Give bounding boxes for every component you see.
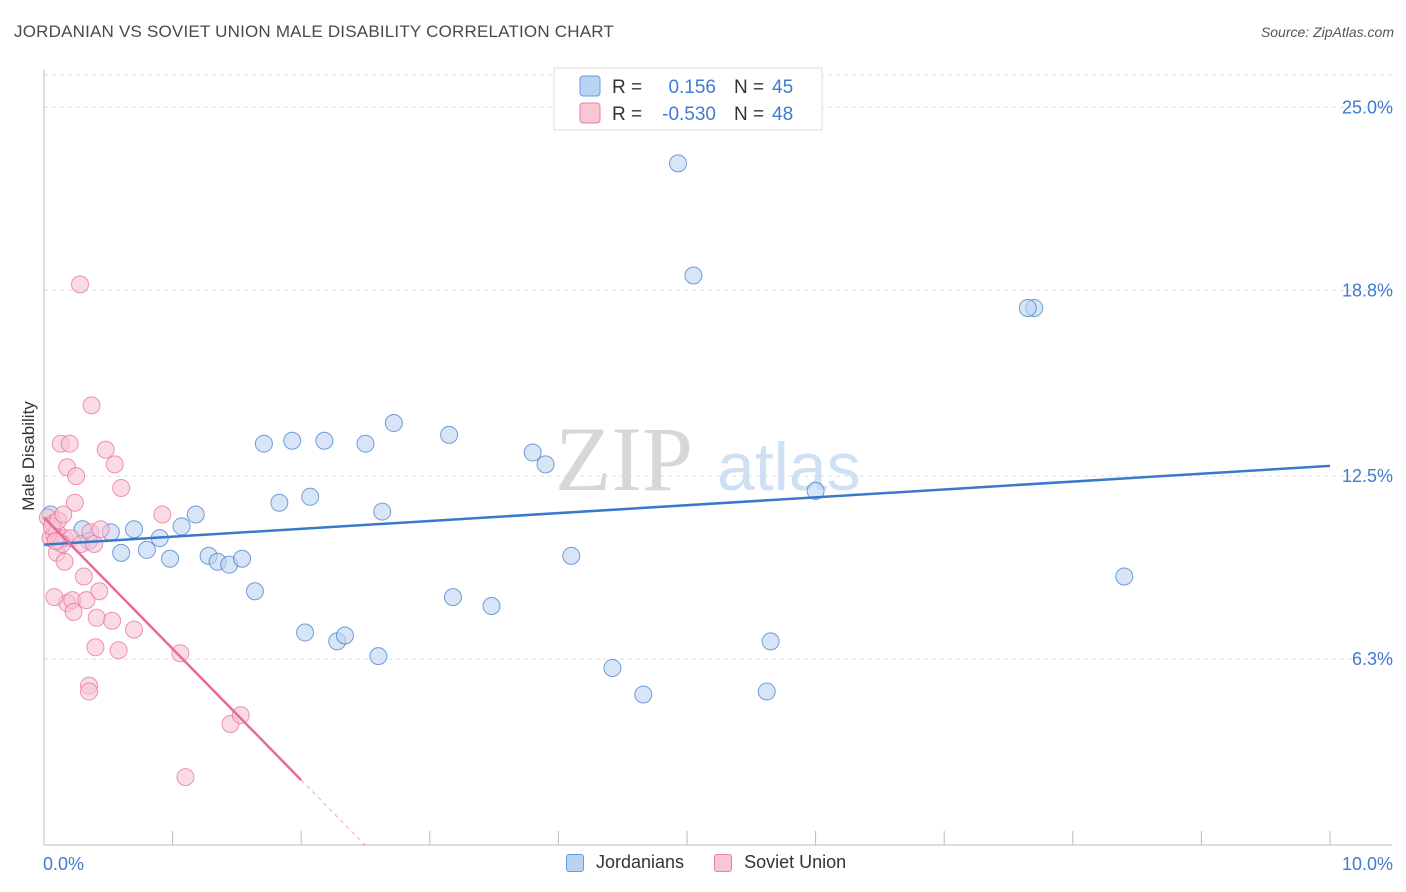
jordanian-point — [634, 685, 653, 704]
soviet-union-point — [103, 611, 122, 630]
soviet-union-point — [105, 455, 124, 474]
soviet-union-point — [80, 682, 99, 701]
soviet-union-point — [77, 591, 96, 610]
source-credit: Source: ZipAtlas.com — [1260, 24, 1394, 40]
jordanian-point — [757, 682, 776, 701]
legend-r-label: R = — [612, 77, 642, 98]
trend-line-soviet-union — [43, 516, 303, 781]
soviet-union-point — [91, 520, 110, 539]
jordanian-point — [245, 582, 264, 601]
soviet-union-point — [171, 644, 190, 663]
watermark-atlas: atlas — [717, 429, 861, 505]
jordanian-point — [603, 658, 622, 677]
legend-swatch-soviet — [579, 102, 601, 124]
jordanian-point — [523, 443, 542, 462]
x-tick-label: 0.0% — [43, 854, 84, 874]
jordanian-point — [296, 623, 315, 642]
jordanian-point — [761, 632, 780, 651]
soviet-union-point — [71, 275, 90, 294]
watermark-zip: ZIP — [555, 408, 693, 510]
legend-swatch-jordanians — [566, 853, 584, 872]
jordanian-point — [562, 546, 581, 565]
jordanian-point — [1115, 567, 1134, 586]
legend-swatch-jordanians — [579, 75, 601, 97]
legend-n-label: N = — [734, 77, 764, 98]
jordanian-point — [283, 431, 302, 450]
jordanian-point — [482, 596, 501, 615]
jordanian-point — [373, 502, 392, 521]
legend-r-value: -0.530 — [662, 104, 716, 125]
soviet-union-point — [90, 582, 109, 601]
soviet-union-point — [54, 505, 73, 524]
soviet-union-point — [74, 567, 93, 586]
soviet-union-point — [231, 706, 250, 725]
legend-label-soviet-union: Soviet Union — [744, 852, 847, 872]
soviet-union-point — [96, 440, 115, 459]
jordanian-point — [335, 626, 354, 645]
jordanian-point — [112, 543, 131, 562]
legend-r-value: 0.156 — [668, 77, 716, 98]
chart-title: JORDANIAN VS SOVIET UNION MALE DISABILIT… — [14, 22, 614, 41]
soviet-union-point — [176, 768, 195, 787]
soviet-union-point — [55, 552, 74, 571]
jordanian-point — [1018, 298, 1037, 317]
soviet-union-point — [67, 467, 86, 486]
soviet-union-point — [86, 638, 105, 657]
legend-n-value: 45 — [772, 77, 793, 98]
legend-n-value: 48 — [772, 104, 793, 125]
trend-line-jordanians — [43, 464, 1331, 546]
y-tick-label: 6.3% — [1352, 649, 1393, 669]
legend-item-jordanians: Jordanians — [566, 852, 684, 873]
legend-stats: R = 0.156 N = 45 R = -0.530 N = 48 — [553, 67, 823, 131]
jordanian-point — [233, 549, 252, 568]
x-tick-label: 10.0% — [1342, 854, 1393, 874]
soviet-union-point — [109, 641, 128, 660]
watermark: ZIP atlas — [555, 408, 861, 510]
soviet-union-point — [153, 505, 172, 524]
legend-n-label: N = — [734, 104, 764, 125]
jordanian-point — [806, 481, 825, 500]
jordanian-point — [301, 487, 320, 506]
jordanian-point — [440, 425, 459, 444]
jordanian-point — [254, 434, 273, 453]
legend-r-label: R = — [612, 104, 642, 125]
y-tick-label: 18.8% — [1342, 280, 1393, 300]
soviet-union-point — [65, 493, 84, 512]
soviet-union-point — [112, 478, 131, 497]
legend-swatch-soviet-union — [714, 853, 733, 872]
jordanian-point — [684, 266, 703, 285]
y-tick-label: 25.0% — [1342, 97, 1393, 117]
legend-series: Jordanians Soviet Union — [566, 852, 876, 873]
jordanian-point — [270, 493, 289, 512]
legend-item-soviet-union: Soviet Union — [714, 852, 846, 873]
soviet-union-point — [82, 396, 101, 415]
axes — [43, 70, 1392, 846]
tick-labels: 6.3% 12.5% 18.8% 25.0% 0.0% 10.0% — [43, 97, 1393, 874]
jordanian-point — [161, 549, 180, 568]
jordanian-point — [384, 414, 403, 433]
y-axis-label: Male Disability — [19, 401, 38, 511]
jordanian-point — [315, 431, 334, 450]
jordanian-point — [186, 505, 205, 524]
soviet-union-point — [45, 588, 64, 607]
legend-label-jordanians: Jordanians — [596, 852, 685, 872]
y-tick-label: 12.5% — [1342, 466, 1393, 486]
jordanian-point — [172, 517, 191, 536]
jordanian-point — [125, 520, 144, 539]
soviet-union-point — [60, 434, 79, 453]
jordanian-point — [668, 154, 687, 173]
trend-line-soviet-union-extension — [300, 779, 366, 846]
soviet-union-point — [64, 602, 83, 621]
jordanian-point — [356, 434, 375, 453]
data-points — [38, 154, 1134, 787]
soviet-union-point — [125, 620, 144, 639]
jordanian-point — [536, 455, 555, 474]
trend-lines — [43, 464, 1331, 846]
jordanian-point — [369, 647, 388, 666]
jordanian-point — [137, 540, 156, 559]
soviet-union-point — [87, 608, 106, 627]
jordanian-point — [443, 588, 462, 607]
